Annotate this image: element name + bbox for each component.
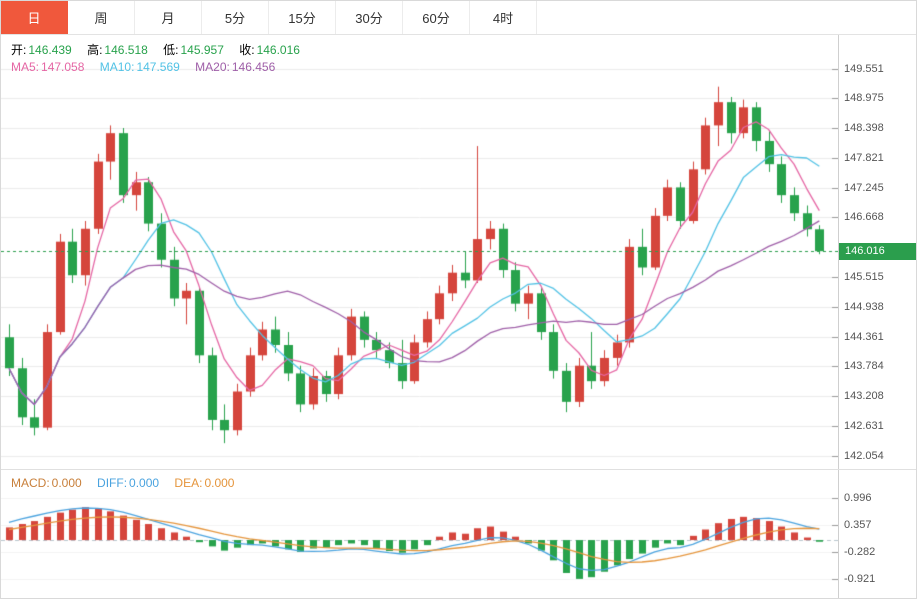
ma20-legend: MA20: 146.456	[195, 60, 275, 74]
low-label: 低:	[163, 43, 179, 57]
axis-tick-label: 143.208	[844, 390, 884, 402]
axis-tick-label: 147.245	[844, 182, 884, 194]
axis-tick-label: 142.054	[844, 450, 884, 462]
macd-info-row: MACD: 0.000 DIFF: 0.000 DEA: 0.000	[11, 476, 246, 490]
low-group: 低: 145.957	[163, 43, 224, 57]
dea-value: 0.000	[204, 476, 235, 490]
axis-tick-label: -0.921	[844, 573, 876, 585]
dea-legend: DEA: 0.000	[174, 476, 234, 490]
tab-5分[interactable]: 5分	[202, 1, 269, 34]
open-group: 开: 146.439	[11, 43, 72, 57]
axis-tick-label: 144.938	[844, 301, 884, 313]
ma20-label: MA20:	[195, 60, 230, 74]
tab-周[interactable]: 周	[68, 1, 135, 34]
open-value: 146.439	[28, 43, 72, 57]
macd-legend: MACD: 0.000	[11, 476, 82, 490]
macd-axis: 0.996 0.357 -0.282 -0.921	[839, 470, 916, 598]
macd-chart-canvas[interactable]	[1, 470, 838, 598]
ohlc-info-row: 开: 146.439 高: 146.518 低: 145.957 收: 146.016	[11, 41, 312, 58]
ma20-value: 146.456	[231, 60, 276, 74]
macd-label: MACD:	[11, 476, 50, 490]
axis-tick-label: -0.282	[844, 546, 876, 558]
ma5-label: MA5:	[11, 60, 40, 74]
close-value: 146.016	[256, 43, 300, 57]
diff-legend: DIFF: 0.000	[97, 476, 159, 490]
price-axis: 149.551 148.975 148.398 147.821 147.245 146.6…	[839, 35, 916, 469]
ma10-label: MA10:	[99, 60, 135, 74]
axis-tick-label: 147.821	[844, 152, 884, 164]
close-group: 收: 146.016	[239, 43, 300, 57]
tab-30分[interactable]: 30分	[336, 1, 403, 34]
panel-divider	[1, 469, 916, 470]
macd-value: 0.000	[51, 476, 82, 490]
diff-label: DIFF:	[97, 476, 128, 490]
ma5-value: 147.058	[41, 60, 85, 74]
tab-月[interactable]: 月	[135, 1, 202, 34]
ma10-value: 147.569	[136, 60, 180, 74]
open-label: 开:	[11, 43, 27, 57]
tab-15分[interactable]: 15分	[269, 1, 336, 34]
candlestick-chart-canvas[interactable]	[1, 35, 838, 469]
ma10-legend: MA10: 147.569	[100, 60, 180, 74]
high-value: 146.518	[104, 43, 148, 57]
axis-tick-label: 144.361	[844, 331, 884, 343]
tab-60分[interactable]: 60分	[403, 1, 470, 34]
tab-4时[interactable]: 4时	[470, 1, 537, 34]
ma5-legend: MA5: 147.058	[11, 60, 84, 74]
high-group: 高: 146.518	[87, 43, 148, 57]
axis-tick-label: 145.515	[844, 271, 884, 283]
axis-divider	[838, 35, 839, 598]
tab-日[interactable]: 日	[1, 1, 68, 34]
axis-tick-label: 148.975	[844, 92, 884, 104]
axis-tick-label: 143.784	[844, 360, 884, 372]
axis-tick-label: 0.996	[844, 492, 872, 504]
diff-value: 0.000	[129, 476, 160, 490]
high-label: 高:	[87, 43, 103, 57]
axis-tick-label: 149.551	[844, 63, 884, 75]
axis-tick-label: 146.668	[844, 211, 884, 223]
close-label: 收:	[239, 43, 255, 57]
axis-tick-label: 148.398	[844, 122, 884, 134]
timeframe-tabbar: 日周月 5分 15分 30分 60分 4时	[1, 1, 916, 35]
axis-tick-label: 142.631	[844, 420, 884, 432]
current-price-tag: 146.016	[839, 243, 916, 260]
low-value: 145.957	[180, 43, 224, 57]
dea-label: DEA:	[174, 476, 203, 490]
axis-tick-label: 0.357	[844, 519, 872, 531]
ma-info-row: MA5: 147.058 MA10: 147.569 MA20: 146.456	[11, 60, 287, 74]
